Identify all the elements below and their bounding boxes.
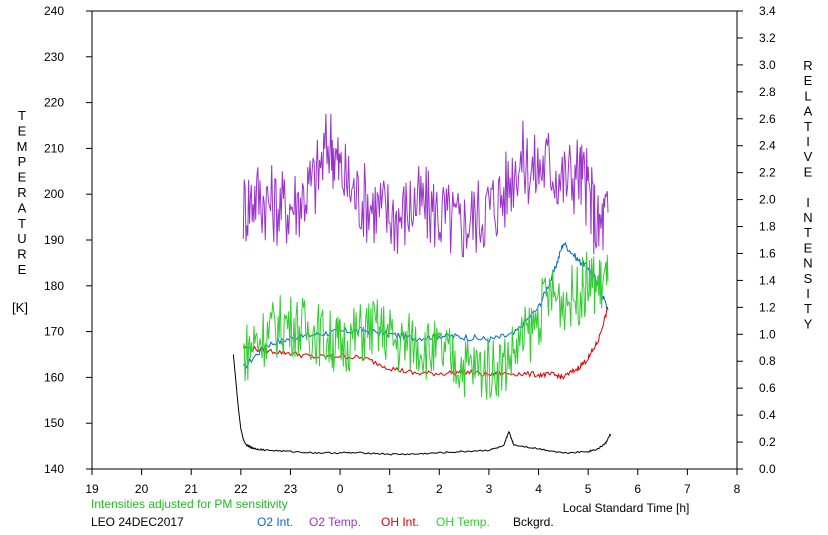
left-tick-label: 210 <box>44 141 64 155</box>
left-axis-unit: [K] <box>12 300 28 315</box>
right-axis-letter: E <box>804 73 813 88</box>
right-axis-letter: N <box>803 256 812 271</box>
right-tick-label: 0.2 <box>759 435 776 449</box>
left-axis-letter: R <box>17 185 26 200</box>
right-axis-letter: Y <box>804 316 813 331</box>
left-tick-label: 170 <box>44 325 64 339</box>
left-tick-label: 220 <box>44 96 64 110</box>
right-axis-letter: T <box>804 119 812 134</box>
left-axis-letter: E <box>18 123 27 138</box>
left-tick-label: 160 <box>44 370 64 384</box>
left-tick-label: 230 <box>44 50 64 64</box>
left-axis-letter: E <box>18 170 27 185</box>
left-axis-letter: M <box>17 139 28 154</box>
left-axis-letter: A <box>18 200 27 215</box>
left-axis-letter: U <box>17 231 26 246</box>
left-tick-label: 180 <box>44 279 64 293</box>
right-tick-label: 0.8 <box>759 354 776 368</box>
right-tick-label: 2.2 <box>759 166 776 180</box>
right-axis-letter: R <box>803 58 812 73</box>
x-tick-label: 1 <box>386 482 393 496</box>
adjustment-note: Intensities adjusted for PM sensitivity <box>91 497 288 511</box>
x-axis-title: Local Standard Time [h] <box>563 501 690 515</box>
series-line-background <box>232 354 611 456</box>
x-tick-label: 22 <box>234 482 248 496</box>
legend-oh-int: OH Int. <box>381 515 419 529</box>
legend-oh-temp: OH Temp. <box>436 515 490 529</box>
x-tick-label: 0 <box>337 482 344 496</box>
left-axis-letter: E <box>18 262 27 277</box>
series-line-o2-int <box>242 241 609 369</box>
series-line-o2-temp <box>242 113 609 258</box>
right-axis-letter: T <box>804 301 812 316</box>
x-tick-label: 20 <box>135 482 149 496</box>
right-tick-label: 1.2 <box>759 300 776 314</box>
legend-background: Bckgrd. <box>513 515 554 529</box>
x-tick-label: 8 <box>734 482 741 496</box>
left-axis-letter: R <box>17 247 26 262</box>
left-tick-label: 240 <box>44 4 64 18</box>
right-tick-label: 0.6 <box>759 381 776 395</box>
right-axis-letter: I <box>806 195 810 210</box>
x-tick-label: 7 <box>684 482 691 496</box>
left-axis-letter: T <box>18 216 26 231</box>
x-tick-label: 6 <box>634 482 641 496</box>
left-axis-letter: T <box>18 108 26 123</box>
station-label: LEO 24DEC2017 <box>91 515 184 529</box>
right-axis-letter: L <box>804 88 811 103</box>
right-tick-label: 3.2 <box>759 31 776 45</box>
right-axis-letter: E <box>804 240 813 255</box>
series-line-oh-temp <box>242 251 609 400</box>
right-axis-letter: S <box>804 271 813 286</box>
right-tick-label: 2.4 <box>759 139 776 153</box>
right-tick-label: 0.0 <box>759 462 776 476</box>
right-axis-letter: N <box>803 210 812 225</box>
x-tick-label: 5 <box>585 482 592 496</box>
right-tick-label: 0.4 <box>759 408 776 422</box>
right-tick-label: 3.4 <box>759 4 776 18</box>
right-axis-letter: E <box>804 164 813 179</box>
x-tick-label: 4 <box>535 482 542 496</box>
legend-o2-int: O2 Int. <box>257 515 293 529</box>
left-axis-letter: P <box>18 154 27 169</box>
x-tick-label: 19 <box>85 482 99 496</box>
x-tick-label: 2 <box>436 482 443 496</box>
left-tick-label: 200 <box>44 187 64 201</box>
x-tick-label: 3 <box>486 482 493 496</box>
left-tick-label: 140 <box>44 462 64 476</box>
right-tick-label: 1.8 <box>759 220 776 234</box>
right-tick-label: 1.6 <box>759 246 776 260</box>
right-axis-letter: A <box>804 104 813 119</box>
right-tick-label: 2.0 <box>759 193 776 207</box>
right-tick-label: 1.4 <box>759 273 776 287</box>
left-tick-label: 150 <box>44 416 64 430</box>
right-axis-letter: V <box>804 149 813 164</box>
right-axis-letter: I <box>806 134 810 149</box>
right-tick-label: 2.8 <box>759 85 776 99</box>
x-tick-label: 23 <box>284 482 298 496</box>
right-tick-label: 2.6 <box>759 112 776 126</box>
x-tick-label: 21 <box>185 482 199 496</box>
right-axis-letter: T <box>804 225 812 240</box>
plot-frame <box>91 10 738 470</box>
right-axis-letter: I <box>806 286 810 301</box>
right-tick-label: 3.0 <box>759 58 776 72</box>
right-tick-label: 1.0 <box>759 327 776 341</box>
legend-o2-temp: O2 Temp. <box>309 515 361 529</box>
left-tick-label: 190 <box>44 233 64 247</box>
